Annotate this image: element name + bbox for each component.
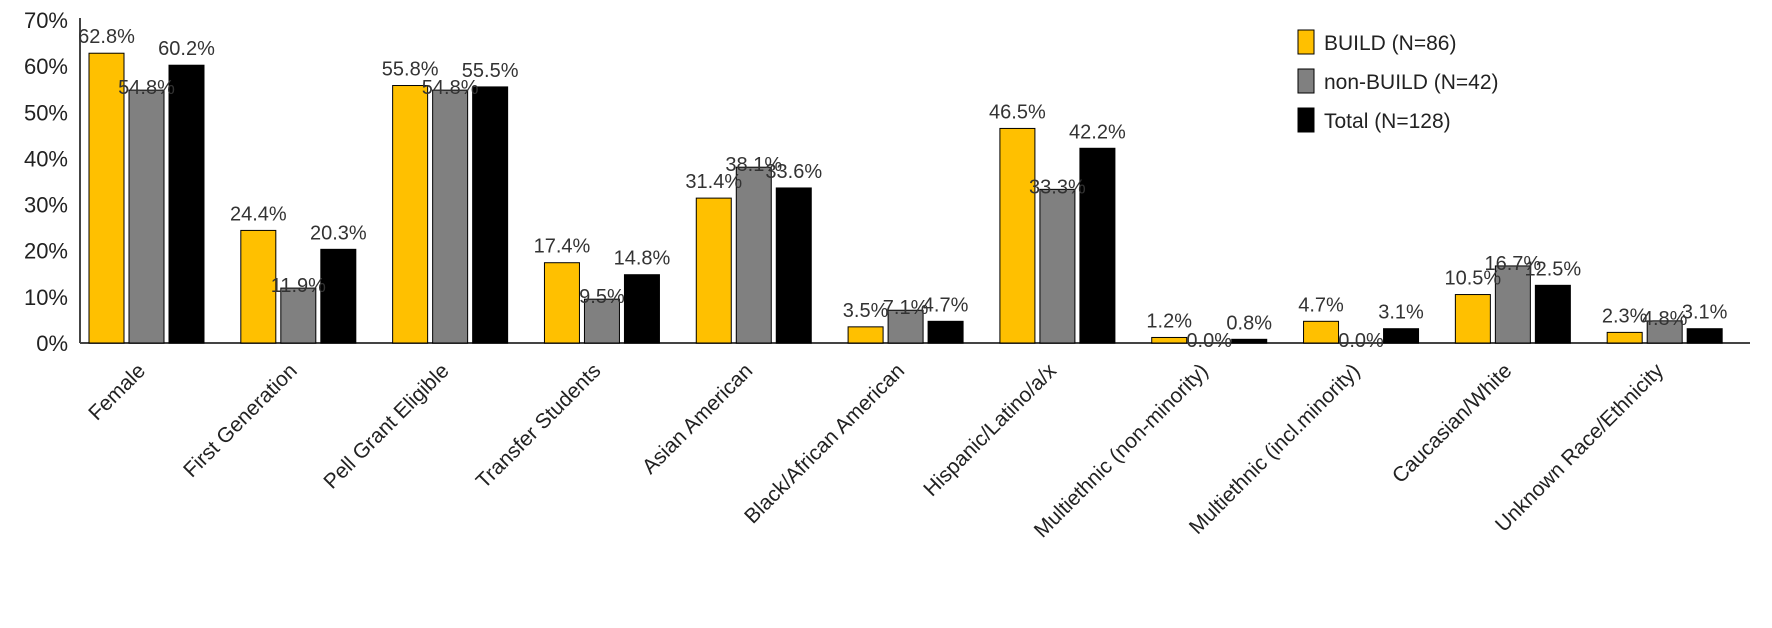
bar: [1646, 320, 1683, 344]
bar: [280, 287, 317, 344]
data-label: 0.0%: [1186, 330, 1232, 352]
category-label: Transfer Students: [472, 359, 606, 493]
bar: [240, 229, 277, 344]
bar: [887, 309, 924, 344]
bar: [168, 64, 205, 344]
bar: [543, 262, 580, 344]
category-label: First Generation: [179, 359, 302, 482]
category-label: Unknown Race/Ethnicity: [1491, 359, 1669, 537]
data-label: 33.3%: [1029, 176, 1086, 198]
data-label: 42.2%: [1069, 121, 1126, 143]
y-tick-label: 30%: [24, 193, 68, 218]
data-label: 16.7%: [1485, 253, 1542, 275]
data-label: 11.9%: [271, 275, 326, 297]
category-label: Multiethnic (incl.minority): [1185, 359, 1365, 539]
data-label: 4.7%: [1298, 294, 1344, 316]
bar: [1383, 328, 1420, 344]
legend-label: BUILD (N=86): [1324, 32, 1456, 55]
data-label: 33.6%: [765, 161, 822, 183]
legend-label: non-BUILD (N=42): [1324, 71, 1499, 94]
data-label: 55.8%: [382, 59, 439, 81]
bar: [583, 298, 620, 344]
category-label: Caucasian/White: [1388, 359, 1517, 488]
legend: BUILD (N=86) non-BUILD (N=42) Total (N=128…: [1297, 29, 1499, 133]
bar: [1494, 265, 1531, 344]
data-label: 31.4%: [685, 171, 742, 193]
y-tick-label: 0%: [36, 331, 68, 356]
bar: [1079, 147, 1116, 344]
bar: [392, 85, 429, 344]
category-label: Black/African American: [740, 359, 909, 528]
bar: [1303, 320, 1340, 344]
bar: [1231, 338, 1268, 344]
bar: [695, 197, 732, 344]
y-tick-label: 10%: [24, 285, 68, 310]
y-tick-label: 70%: [24, 8, 68, 33]
category-label: Pell Grant Eligible: [319, 359, 453, 493]
bar: [88, 52, 125, 344]
data-label: 4.7%: [923, 294, 969, 316]
data-label: 3.1%: [1378, 302, 1424, 324]
data-label: 60.2%: [158, 38, 215, 60]
data-label: 12.5%: [1525, 258, 1582, 280]
bar: [1606, 331, 1643, 344]
category-label: Asian American: [638, 359, 757, 478]
data-label: 14.8%: [614, 248, 671, 270]
bar: [847, 326, 884, 344]
bar: [1039, 188, 1076, 344]
data-label: 3.1%: [1682, 302, 1728, 324]
data-label: 7.1%: [883, 297, 929, 319]
y-tick-label: 40%: [24, 146, 68, 171]
legend-swatch: [1297, 29, 1315, 55]
data-label: 10.5%: [1445, 268, 1502, 290]
y-tick-label: 50%: [24, 100, 68, 125]
bar: [1686, 328, 1723, 344]
bar: [999, 127, 1036, 344]
data-label: 9.5%: [579, 286, 625, 308]
data-label: 1.2%: [1146, 310, 1192, 332]
bar: [623, 274, 660, 344]
bars: [88, 52, 1723, 344]
bar: [1454, 294, 1491, 344]
bar: [775, 187, 812, 344]
bar: [1151, 336, 1188, 344]
legend-label: Total (N=128): [1324, 110, 1451, 133]
data-label: 62.8%: [78, 26, 135, 48]
bar: [432, 89, 469, 344]
y-tick-label: 20%: [24, 239, 68, 264]
data-label: 55.5%: [462, 60, 519, 82]
data-label: 0.8%: [1226, 312, 1272, 334]
bar: [320, 248, 357, 344]
legend-swatch: [1297, 107, 1315, 133]
bar: [735, 166, 772, 344]
bar: [128, 89, 165, 344]
data-label: 54.8%: [422, 77, 479, 99]
data-label: 17.4%: [534, 236, 591, 258]
category-label: Multiethnic (non-minority): [1030, 359, 1213, 542]
category-labels: Female First Generation Pell Grant Eligibl…: [84, 359, 1668, 542]
bar: [927, 320, 964, 344]
category-label: Hispanic/Latino/a/x: [919, 359, 1061, 501]
bar: [472, 86, 509, 344]
data-label: 20.3%: [310, 222, 367, 244]
bar: [1534, 284, 1571, 344]
data-label: 38.1%: [725, 154, 782, 176]
data-label: 0.0%: [1338, 330, 1384, 352]
legend-swatch: [1297, 68, 1315, 94]
data-label: 46.5%: [989, 101, 1046, 123]
y-tick-label: 60%: [24, 54, 68, 79]
data-label: 24.4%: [230, 203, 287, 225]
data-label: 54.8%: [118, 77, 175, 99]
data-labels: 62.8%54.8%60.2%24.4%11.9%20.3%55.8%54.8%…: [78, 26, 1728, 352]
data-label: 3.5%: [843, 300, 889, 322]
data-label: 4.8%: [1642, 308, 1688, 330]
y-axis: 0% 10% 20% 30% 40% 50% 60% 70%: [24, 8, 81, 356]
data-label: 2.3%: [1602, 305, 1648, 327]
category-label: Female: [84, 359, 150, 425]
